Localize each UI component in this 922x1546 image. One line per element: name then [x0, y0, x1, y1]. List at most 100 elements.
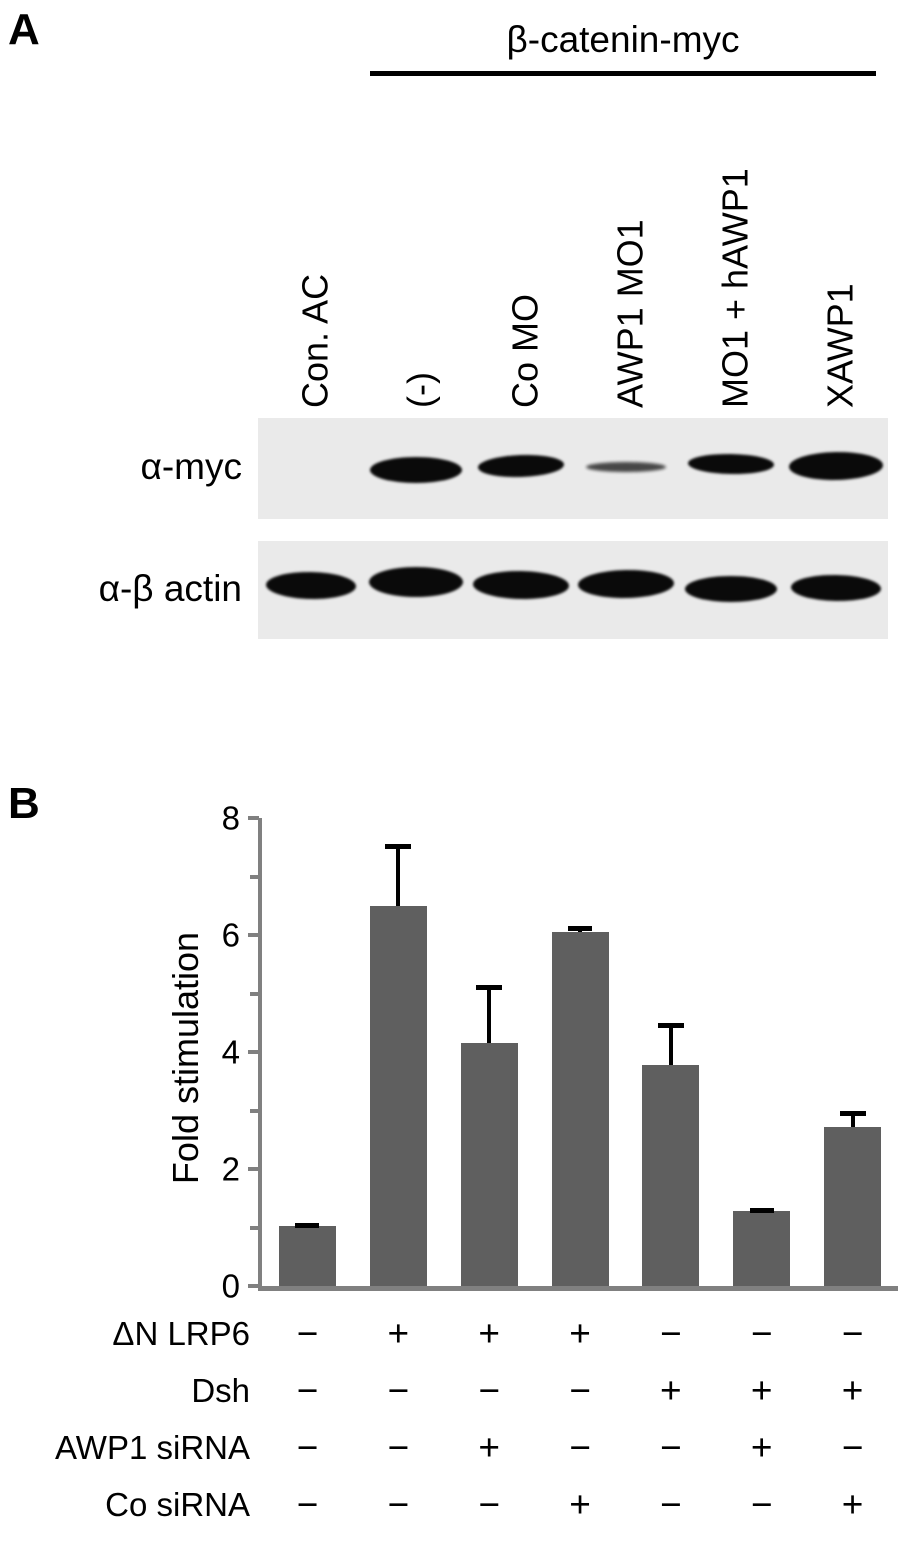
lane-label: Con. AC	[294, 273, 336, 408]
condition-row: AWP1 siRNA − − + − − + −	[0, 1419, 922, 1476]
lane-label-slot: AWP1 MO1	[573, 78, 679, 408]
error-bar-cap	[295, 1223, 320, 1229]
condition-table: ΔN LRP6 − + + + − − − Dsh − − − − + + + AWP1 siRNA − − + − − +…	[0, 1305, 922, 1533]
bar	[278, 1226, 336, 1286]
x-axis-line	[258, 1286, 898, 1291]
beta-catenin-myc-group-label: β-catenin-myc	[506, 19, 740, 60]
blot-panel-alpha-myc	[258, 418, 888, 519]
error-bar-cap	[839, 1110, 866, 1116]
condition-cell: −	[569, 1427, 591, 1468]
y-axis-tick-label: 8	[221, 799, 240, 837]
condition-cell: −	[296, 1427, 319, 1468]
condition-cell: −	[478, 1484, 500, 1525]
lane-label-slot: XAWP1	[783, 78, 889, 408]
y-axis-tick-minor	[250, 1225, 259, 1230]
condition-cell: −	[478, 1370, 500, 1411]
y-axis-tick-major	[248, 1167, 259, 1171]
blot-band	[265, 570, 356, 600]
error-bar-cap	[568, 926, 592, 932]
lane-label: Co MO	[504, 293, 546, 408]
lane-label: AWP1 MO1	[609, 219, 651, 408]
condition-cell: −	[296, 1484, 319, 1525]
blot-band	[788, 451, 883, 481]
condition-cell: +	[750, 1370, 773, 1411]
y-axis-tick-label: 6	[221, 916, 240, 954]
condition-cell: +	[660, 1370, 682, 1411]
condition-cell: −	[387, 1484, 410, 1525]
blot-band	[368, 567, 463, 597]
condition-row: Dsh − − − − + + +	[0, 1362, 922, 1419]
condition-cell: +	[841, 1370, 864, 1411]
bar	[460, 1043, 518, 1286]
condition-cell: −	[660, 1427, 682, 1468]
error-bar-cap	[476, 984, 503, 990]
condition-row-label: Co siRNA	[105, 1486, 250, 1523]
lane-label-slot: MO1 + hAWP1	[678, 78, 784, 408]
condition-cell: −	[296, 1370, 319, 1411]
error-bar	[396, 844, 401, 906]
error-bar	[487, 984, 492, 1044]
y-axis-tick-label: 0	[221, 1267, 240, 1305]
lane-label-row: Con. AC (-) Co MO AWP1 MO1 MO1 + hAWP1 XAWP1	[258, 78, 888, 408]
condition-cell: −	[660, 1484, 682, 1525]
condition-row: ΔN LRP6 − + + + − − −	[0, 1305, 922, 1362]
condition-cell: +	[478, 1427, 500, 1468]
y-axis-tick-minor	[250, 991, 259, 996]
error-bar	[850, 1110, 855, 1127]
condition-row: Co siRNA − − − + − − +	[0, 1476, 922, 1533]
y-axis-tick-minor	[250, 1108, 259, 1113]
group-header-rule	[370, 71, 876, 76]
lane-label: (-)	[399, 372, 441, 408]
blot-band	[790, 574, 881, 602]
bar	[733, 1211, 791, 1286]
error-bar-cap	[385, 844, 412, 850]
blot-band	[684, 576, 777, 602]
condition-cell: −	[660, 1313, 682, 1354]
condition-cell: −	[841, 1313, 864, 1354]
condition-cell: +	[841, 1484, 864, 1525]
blot-panel-alpha-beta-actin	[258, 541, 888, 639]
condition-cell: +	[750, 1427, 773, 1468]
lane-label-slot: (-)	[363, 78, 469, 408]
lane-label: XAWP1	[819, 283, 861, 408]
y-axis-tick-major	[248, 816, 259, 820]
condition-cell: +	[569, 1313, 591, 1354]
panel-a-western-blot: A β-catenin-myc Con. AC (-) Co MO AWP1 MO1 M…	[0, 0, 922, 760]
condition-cell: −	[750, 1313, 773, 1354]
panel-a-letter: A	[8, 5, 40, 54]
lane-label-slot: Con. AC	[258, 78, 364, 408]
error-bar-cap	[657, 1022, 684, 1028]
y-axis-tick-major	[248, 1050, 259, 1054]
y-axis-tick-major	[248, 933, 259, 937]
condition-cell: −	[750, 1484, 773, 1525]
condition-cell: −	[387, 1370, 410, 1411]
error-bar-cap	[749, 1207, 774, 1213]
condition-cell: +	[387, 1313, 410, 1354]
condition-cell: +	[569, 1484, 591, 1525]
lane-label-slot: Co MO	[468, 78, 574, 408]
y-axis-tick-minor	[250, 874, 259, 879]
blot-row-label-alpha-beta-actin: α-β actin	[98, 568, 242, 609]
condition-cell: −	[841, 1427, 864, 1468]
condition-cell: +	[478, 1313, 500, 1354]
bar	[642, 1064, 700, 1286]
error-bar	[668, 1022, 673, 1065]
y-axis-tick-major	[248, 1284, 259, 1288]
condition-row-label: Dsh	[191, 1372, 250, 1409]
blot-band	[577, 569, 674, 599]
bar	[369, 905, 427, 1286]
panel-b-letter: B	[8, 779, 40, 828]
lane-label: MO1 + hAWP1	[714, 168, 756, 408]
condition-cell: −	[569, 1370, 591, 1411]
condition-cell: −	[387, 1427, 410, 1468]
y-axis-tick-label: 2	[221, 1150, 240, 1188]
condition-cell: −	[296, 1313, 319, 1354]
blot-row-label-alpha-myc: α-myc	[140, 446, 242, 487]
y-axis-line	[258, 818, 262, 1288]
blot-band	[585, 462, 666, 472]
bar	[551, 932, 609, 1286]
plot-area	[262, 818, 898, 1286]
blot-band	[687, 453, 774, 475]
bar	[824, 1126, 882, 1286]
